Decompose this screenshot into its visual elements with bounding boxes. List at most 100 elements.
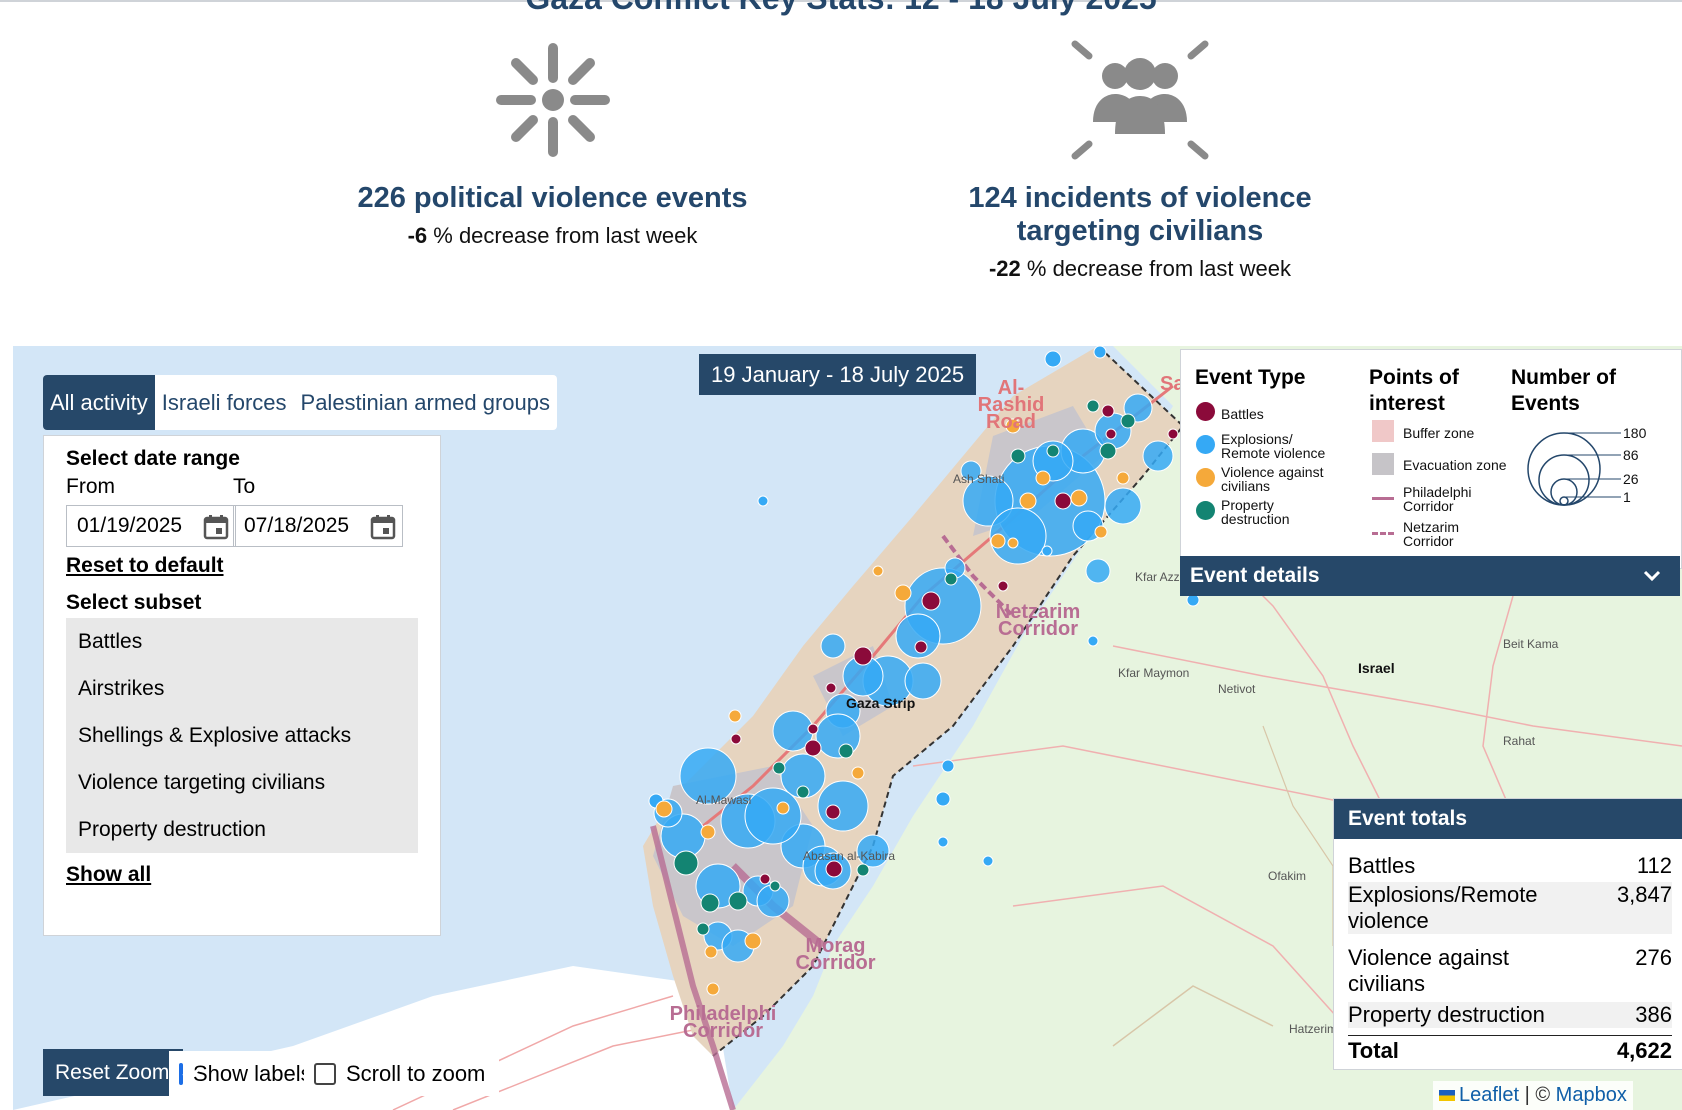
evacuation-zone-swatch (1372, 453, 1394, 475)
filter-panel: Select date range From To 01/19/2025 07/… (43, 435, 441, 936)
from-date-value: 01/19/2025 (77, 514, 183, 537)
mapbox-link[interactable]: Mapbox (1555, 1084, 1627, 1106)
totals-row: Explosions/Remote violence 3,847 (1348, 882, 1672, 934)
marker-civilians (655, 418, 1130, 996)
stat-political-violence: 226 political violence events -6 % decre… (300, 40, 805, 249)
leaflet-link[interactable]: Leaflet (1459, 1084, 1520, 1106)
bubble-size-scale (1527, 432, 1621, 506)
legend-poi-heading: Points of interest (1369, 366, 1459, 415)
tab-all-activity[interactable]: All activity (43, 375, 155, 430)
stat-title: 124 incidents of violence targeting civi… (968, 182, 1312, 247)
calendar-icon[interactable] (203, 514, 229, 540)
subset-property-destruction[interactable]: Property destruction (66, 806, 418, 853)
stat-violence-civilians: 124 incidents of violence targeting civi… (930, 40, 1350, 282)
subset-violence-civilians[interactable]: Violence targeting civilians (66, 759, 418, 806)
legend-count-heading: Number of Events (1511, 366, 1616, 415)
scroll-zoom-toggle[interactable]: Scroll to zoom (304, 1051, 499, 1096)
chevron-down-icon[interactable] (1642, 556, 1662, 610)
totals-total-value: 4,622 (1616, 1038, 1672, 1063)
explosion-icon (495, 43, 610, 157)
show-labels-toggle[interactable]: Show labels (169, 1051, 304, 1096)
tab-israeli-forces[interactable]: Israeli forces (161, 390, 287, 415)
legend-civilians: Violence against civilians (1221, 464, 1324, 494)
stat-change: -6 % decrease from last week (407, 223, 698, 248)
stat-change: -22 % decrease from last week (988, 256, 1292, 281)
from-date-input[interactable]: 01/19/2025 (66, 505, 236, 547)
town-label: Gaza Strip (846, 695, 916, 711)
destruction-swatch (1196, 501, 1215, 520)
scroll-zoom-label: Scroll to zoom (346, 1061, 486, 1086)
calendar-icon[interactable] (370, 514, 396, 540)
event-markers (648, 346, 1200, 996)
civilians-swatch (1196, 468, 1215, 487)
town-label: Ofakim (1268, 869, 1307, 883)
marker-scatter (648, 346, 1200, 867)
totals-row-value: 112 (1636, 853, 1672, 878)
attribution-separator: | © (1519, 1084, 1556, 1106)
to-label: To (233, 475, 256, 498)
map-container[interactable]: Al-Rashid Road Sa Netzarim Corridor Mora… (13, 346, 1682, 1110)
legend-destruction: Property destruction (1221, 497, 1290, 527)
date-range-banner: 19 January - 18 July 2025 (699, 354, 977, 395)
legend-philadelphi: Philadelphi Corridor (1403, 484, 1472, 514)
map-attribution: Leaflet | © Mapbox (1433, 1081, 1633, 1110)
marker-destruction (673, 399, 1136, 936)
subset-shellings[interactable]: Shellings & Explosive attacks (66, 712, 418, 759)
ukraine-flag-icon (1439, 1090, 1455, 1102)
totals-row-value: 386 (1635, 1002, 1672, 1027)
totals-total-label: Total (1348, 1038, 1399, 1063)
marker-battles (730, 404, 1179, 885)
legend-event-type-heading: Event Type (1195, 366, 1306, 389)
town-label: Al-Mawasi (696, 793, 752, 807)
bubble-label-26: 26 (1623, 471, 1639, 487)
event-details-toggle[interactable]: Event details (1180, 556, 1680, 596)
reset-zoom-button[interactable]: Reset Zoom (43, 1049, 183, 1096)
totals-row-value: 3,847 (1616, 882, 1672, 907)
totals-row: Property destruction 386 (1348, 1002, 1672, 1028)
event-totals-panel: Event totals Battles 112 Explosions/Remo… (1333, 798, 1682, 1070)
label-al-rashid-road: Al-Rashid Road (977, 377, 1045, 433)
totals-row: Violence against civilians 276 (1348, 945, 1672, 997)
stat-title: 226 political violence events (357, 182, 748, 214)
totals-row-value: 276 (1635, 945, 1672, 970)
netzarim-swatch (1372, 532, 1394, 535)
actor-tabs: All activity Israeli forces Palestinian … (43, 375, 557, 430)
label-salah: Sa (1160, 373, 1185, 395)
reset-to-default-link[interactable]: Reset to default (66, 554, 224, 577)
scroll-zoom-checkbox[interactable] (314, 1062, 336, 1085)
totals-row-label: Battles (1348, 853, 1416, 878)
event-totals-heading: Event totals (1334, 799, 1682, 839)
totals-row-total: Total 4,622 (1348, 1035, 1672, 1064)
top-divider (0, 0, 1682, 2)
legend-netzarim: Netzarim Corridor (1403, 519, 1460, 549)
tab-palestinian-armed-groups[interactable]: Palestinian armed groups (300, 390, 550, 415)
town-label: Beit Kama (1503, 637, 1559, 651)
map-legend: Event Type Battles Explosions/ Remote vi… (1180, 349, 1682, 569)
label-morag-corridor: Morag Corridor (795, 935, 876, 974)
label-netzarim-corridor: Netzarim Corridor (995, 601, 1081, 640)
town-label: Netivot (1218, 682, 1256, 696)
to-date-value: 07/18/2025 (244, 514, 350, 537)
town-label: Abasan al-Kabira (803, 849, 896, 863)
people-group-icon (1071, 40, 1209, 160)
show-all-link[interactable]: Show all (66, 863, 152, 886)
totals-row-label: Violence against civilians (1348, 945, 1510, 996)
marker-cluster-central (820, 557, 982, 729)
town-label: Hatzerim (1289, 1022, 1338, 1036)
subset-battles[interactable]: Battles (66, 618, 418, 665)
subset-airstrikes[interactable]: Airstrikes (66, 665, 418, 712)
town-label: Ash Shati (953, 472, 1005, 486)
bubble-label-180: 180 (1623, 425, 1647, 441)
to-date-input[interactable]: 07/18/2025 (233, 505, 403, 547)
event-details-label: Event details (1190, 564, 1320, 587)
explosions-swatch (1196, 435, 1215, 454)
legend-battles: Battles (1221, 406, 1264, 422)
show-labels-checkbox[interactable] (179, 1062, 183, 1085)
subset-heading: Select subset (66, 591, 202, 614)
battles-swatch (1196, 402, 1215, 421)
philadelphi-swatch (1372, 497, 1394, 500)
label-philadelphi-corridor: Philadelphi Corridor (669, 1003, 777, 1042)
date-range-heading: Select date range (66, 447, 240, 470)
show-labels-label: Show labels (193, 1061, 304, 1086)
town-label: Kfar Maymon (1118, 666, 1190, 680)
